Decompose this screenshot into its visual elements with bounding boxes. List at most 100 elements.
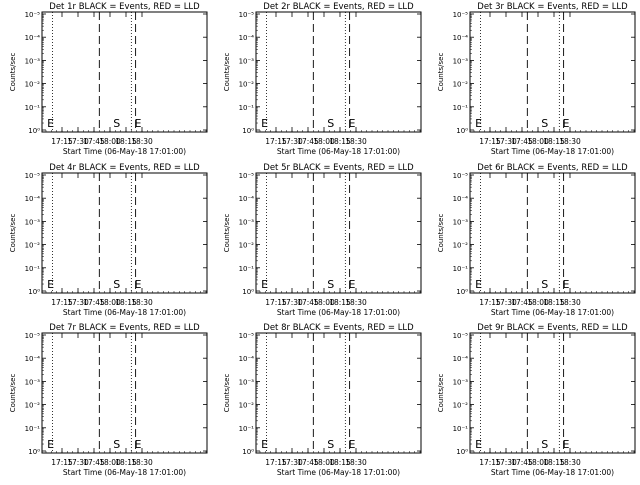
y-axis-label: Counts/sec [437, 53, 445, 92]
y-tick-label: 10⁻¹ [239, 265, 255, 273]
y-tick-label: 10⁻³ [239, 57, 255, 65]
y-tick-label: 10⁻² [25, 402, 41, 410]
y-tick-label: 10⁻⁵ [25, 332, 41, 340]
panel-title: Det 2r BLACK = Events, RED = LLD [263, 2, 414, 12]
y-tick-label: 10⁻³ [239, 218, 255, 226]
x-tick-label: 18:00 [99, 458, 121, 467]
event-marker-e: E [349, 438, 356, 451]
y-tick-label: 10⁻⁵ [25, 11, 41, 19]
x-tick-label: 17:15 [265, 458, 287, 467]
y-tick-label: 10⁰ [456, 448, 468, 456]
y-tick-label: 10⁻³ [453, 378, 469, 386]
x-tick-label: 17:45 [297, 298, 319, 307]
y-tick-label: 10⁻⁴ [25, 195, 41, 203]
y-tick-label: 10⁻⁵ [25, 172, 41, 180]
event-marker-s: S [327, 278, 334, 291]
event-marker-e: E [135, 278, 142, 291]
event-marker-s: S [113, 278, 120, 291]
x-tick-label: 17:15 [479, 298, 501, 307]
y-tick-label: 10⁻⁴ [239, 34, 255, 42]
event-marker-e: E [475, 438, 482, 451]
panel-det-9: Det 9r BLACK = Events, RED = LLD 10⁰ 10⁻¹ 1… [437, 323, 636, 477]
panel-det-3: Det 3r BLACK = Events, RED = LLD 10⁰ 10⁻¹ 1… [437, 2, 636, 156]
x-tick-label: 18:00 [527, 137, 549, 146]
y-tick-label: 10⁻⁴ [239, 195, 255, 203]
event-marker-s: S [541, 117, 548, 130]
y-axis-label: Counts/sec [223, 214, 231, 253]
event-marker-e: E [261, 117, 268, 130]
x-tick-label: 17:15 [265, 298, 287, 307]
y-tick-label: 10⁻¹ [453, 425, 469, 433]
y-tick-label: 10⁻² [25, 242, 41, 250]
y-axis-label: Counts/sec [9, 214, 17, 253]
y-tick-label: 10⁻² [239, 81, 255, 89]
x-tick-label: 17:30 [67, 458, 89, 467]
y-axis-label: Counts/sec [437, 214, 445, 253]
y-tick-label: 10⁻⁴ [453, 355, 469, 363]
y-tick-label: 10⁻² [25, 81, 41, 89]
x-tick-label: 18:00 [527, 458, 549, 467]
x-tick-label: 18:15 [115, 137, 137, 146]
y-tick-label: 10⁻² [239, 242, 255, 250]
panel-det-6: Det 6r BLACK = Events, RED = LLD 10⁰ 10⁻¹ 1… [437, 163, 636, 317]
x-tick-label: 17:45 [297, 137, 319, 146]
y-tick-label: 10⁰ [28, 448, 40, 456]
y-axis-label: Counts/sec [437, 374, 445, 413]
x-tick-label: 18:30 [345, 298, 367, 307]
y-tick-label: 10⁰ [242, 127, 254, 135]
x-tick-label: 17:15 [51, 458, 73, 467]
event-marker-e: E [47, 278, 54, 291]
y-tick-label: 10⁻² [453, 81, 469, 89]
x-tick-label: 17:45 [83, 137, 105, 146]
event-marker-e: E [261, 278, 268, 291]
event-marker-s: S [541, 438, 548, 451]
event-marker-e: E [349, 117, 356, 130]
x-axis-label: Start Time (06-May-18 17:01:00) [63, 147, 186, 156]
event-marker-s: S [113, 117, 120, 130]
event-marker-s: S [541, 278, 548, 291]
x-tick-label: 17:45 [83, 458, 105, 467]
y-tick-label: 10⁻⁵ [239, 332, 255, 340]
x-axis-label: Start Time (06-May-18 17:01:00) [491, 308, 614, 317]
plot-frame [255, 332, 422, 454]
x-axis-label: Start Time (06-May-18 17:01:00) [63, 308, 186, 317]
event-marker-e: E [349, 278, 356, 291]
event-marker-e: E [47, 117, 54, 130]
y-tick-label: 10⁻¹ [453, 104, 469, 112]
x-axis-label: Start Time (06-May-18 17:01:00) [277, 147, 400, 156]
panel-title: Det 8r BLACK = Events, RED = LLD [263, 323, 414, 333]
panel-det-4: Det 4r BLACK = Events, RED = LLD 10⁰ 10⁻¹ 1… [9, 163, 208, 317]
event-marker-s: S [327, 438, 334, 451]
event-marker-s: S [113, 438, 120, 451]
y-tick-label: 10⁰ [456, 127, 468, 135]
y-tick-label: 10⁰ [242, 288, 254, 296]
x-tick-label: 17:30 [495, 137, 517, 146]
y-tick-label: 10⁻³ [25, 378, 41, 386]
panel-title: Det 1r BLACK = Events, RED = LLD [49, 2, 200, 12]
plot-frame [41, 11, 208, 133]
x-tick-label: 18:15 [329, 137, 351, 146]
x-tick-label: 18:30 [131, 298, 153, 307]
x-tick-label: 17:15 [479, 458, 501, 467]
y-tick-label: 10⁻¹ [239, 104, 255, 112]
y-tick-label: 10⁻¹ [25, 265, 41, 273]
y-tick-label: 10⁻⁵ [239, 11, 255, 19]
plot-frame [255, 172, 422, 294]
x-tick-label: 18:15 [543, 458, 565, 467]
x-tick-label: 18:30 [131, 137, 153, 146]
plot-frame [255, 11, 422, 133]
event-marker-s: S [327, 117, 334, 130]
event-marker-e: E [47, 438, 54, 451]
event-marker-e: E [563, 117, 570, 130]
x-tick-label: 17:15 [51, 137, 73, 146]
event-marker-e: E [261, 438, 268, 451]
x-axis-label: Start Time (06-May-18 17:01:00) [277, 308, 400, 317]
x-tick-label: 18:00 [99, 298, 121, 307]
y-tick-label: 10⁰ [242, 448, 254, 456]
panel-title: Det 9r BLACK = Events, RED = LLD [477, 323, 628, 333]
y-tick-label: 10⁻² [453, 402, 469, 410]
x-tick-label: 18:15 [115, 298, 137, 307]
y-tick-label: 10⁻¹ [25, 425, 41, 433]
y-axis-label: Counts/sec [223, 53, 231, 92]
